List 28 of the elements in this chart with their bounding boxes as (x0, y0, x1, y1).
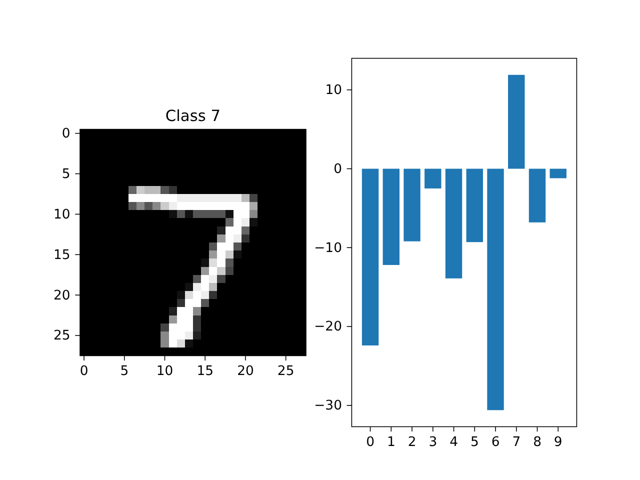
y-tick-label: 0 (62, 126, 70, 142)
y-tick-label: 10 (325, 83, 342, 98)
y-tick-label: 15 (54, 248, 70, 263)
x-tick-label: 20 (237, 364, 254, 379)
y-tick-label: −30 (314, 398, 342, 414)
x-tick-label: 7 (512, 434, 521, 450)
x-tick-label: 9 (554, 434, 562, 450)
x-tick-label: 15 (196, 364, 214, 379)
y-tick-label: 5 (62, 166, 70, 182)
x-tick-label: 25 (277, 364, 294, 379)
x-tick-label: 6 (491, 434, 500, 450)
x-tick-label: 4 (450, 434, 458, 450)
x-tick-label: 10 (156, 364, 174, 379)
y-tick-label: 20 (54, 288, 70, 304)
y-tick-label: 25 (54, 328, 70, 344)
x-tick-label: 0 (80, 364, 88, 379)
x-tick-label: 5 (470, 434, 479, 450)
x-tick-label: 0 (366, 434, 374, 450)
x-tick-label: 5 (120, 364, 129, 379)
y-tick-label: −10 (314, 240, 342, 256)
chart-title: Class 7 (165, 106, 221, 125)
x-tick-label: 1 (386, 434, 396, 450)
x-tick-label: 3 (428, 434, 438, 450)
y-tick-label: 0 (334, 162, 342, 177)
x-tick-label: 2 (408, 434, 416, 450)
y-tick-label: −20 (314, 320, 342, 335)
y-tick-label: 10 (54, 207, 70, 222)
x-tick-label: 8 (533, 434, 542, 450)
